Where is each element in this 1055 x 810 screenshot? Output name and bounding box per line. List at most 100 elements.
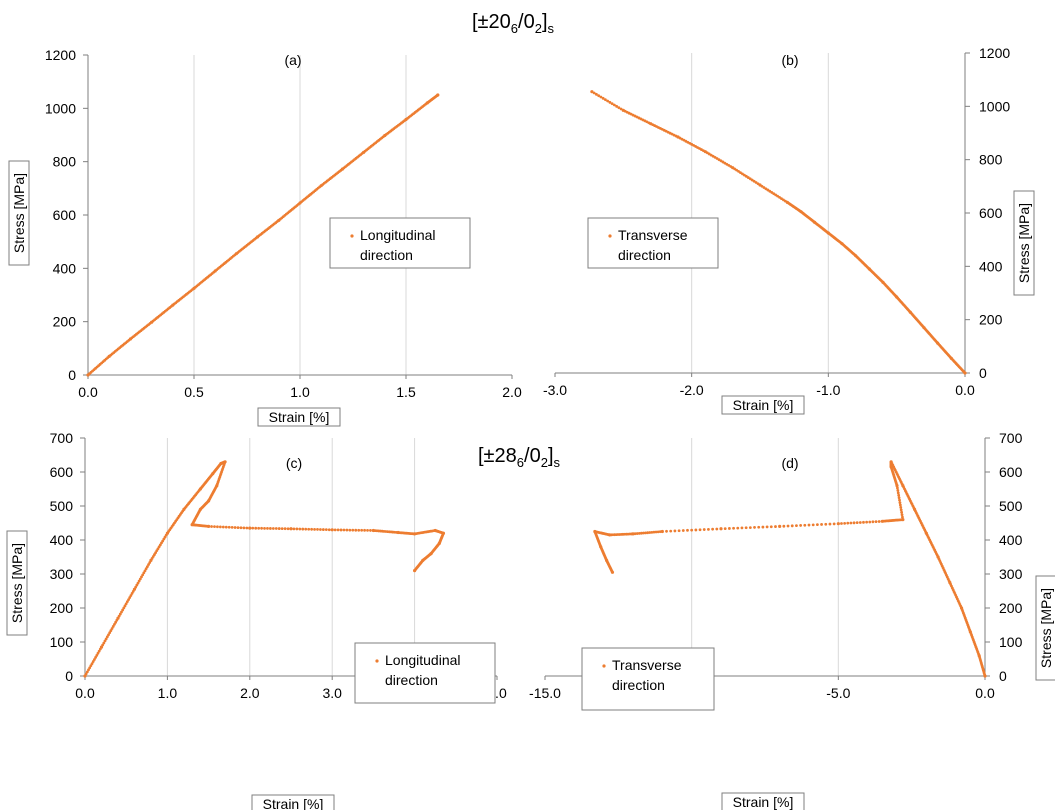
y-axis-label: Stress [MPa] [11, 173, 27, 253]
legend-box [329, 217, 471, 269]
legend-label-line1: Longitudinal [360, 227, 436, 243]
data-point [590, 90, 594, 94]
data-point [125, 600, 129, 604]
data-point [669, 529, 673, 533]
data-point [123, 604, 127, 608]
data-point [597, 94, 601, 98]
data-point [127, 598, 130, 602]
data-point [690, 528, 694, 532]
data-point [354, 528, 358, 532]
data-point [606, 99, 610, 103]
y-axis-label: Stress [MPa] [9, 543, 25, 623]
data-point [715, 527, 719, 531]
data-point [120, 610, 123, 614]
data-point [147, 563, 150, 566]
data-point [849, 521, 853, 525]
data-point [855, 521, 859, 525]
data-point [216, 525, 219, 529]
data-point [846, 521, 850, 525]
data-point [748, 526, 752, 529]
data-point [339, 528, 343, 532]
data-point [138, 577, 142, 581]
data-point [360, 528, 364, 532]
data-point [778, 524, 782, 529]
data-point [324, 528, 328, 532]
data-point [681, 529, 685, 532]
data-point [304, 527, 308, 531]
data-point [736, 526, 740, 530]
y-tick-label: 800 [53, 154, 77, 170]
data-point [744, 526, 748, 530]
y-tick-label: 600 [999, 464, 1023, 480]
data-point [336, 528, 340, 532]
data-point [93, 658, 96, 661]
data-point [135, 583, 139, 587]
data-point [865, 520, 869, 524]
data-point [266, 526, 269, 530]
data-point [761, 525, 765, 529]
data-point [603, 98, 607, 102]
data-point [828, 522, 832, 526]
y-tick-label: 1000 [45, 100, 76, 116]
data-point [140, 575, 143, 579]
data-point [369, 529, 372, 532]
legend-label-line1: Longitudinal [385, 652, 461, 668]
data-point [896, 489, 900, 492]
data-point [271, 527, 275, 530]
data-point [637, 531, 641, 535]
y-axis-label-box [1013, 190, 1035, 296]
data-point [283, 527, 287, 531]
data-point [413, 569, 417, 573]
x-tick-label: 0.0 [78, 384, 98, 400]
legend-label-line2: direction [618, 247, 671, 263]
legend-marker [602, 664, 606, 668]
legend-label-line2: direction [612, 677, 665, 693]
chart-panel-a: 0.0 0.5 1.0 1.5 2.0 0 200 400 600 800 1000 1200 (a) S… [8, 47, 522, 427]
data-point [677, 529, 681, 533]
data-point [782, 524, 786, 528]
data-point [108, 631, 112, 635]
y-tick-label: 0 [979, 365, 987, 381]
y-tick-label: 1200 [45, 47, 76, 63]
y-tick-label: 0 [65, 668, 73, 684]
y-tick-label: 1200 [979, 45, 1010, 61]
data-point [436, 93, 440, 97]
title-top: [±206/02]s [472, 11, 555, 36]
x-tick-label: 2.0 [502, 384, 522, 400]
data-point [143, 569, 147, 573]
data-point [301, 527, 305, 531]
data-point [642, 531, 645, 535]
legend-box [354, 642, 496, 704]
data-point [97, 649, 101, 653]
data-point [363, 528, 366, 532]
y-tick-label: 0 [68, 367, 76, 383]
data-point [897, 493, 901, 497]
y-tick-label: 0 [999, 668, 1007, 684]
data-point [656, 530, 660, 534]
data-point [207, 524, 211, 529]
x-axis-label-box [721, 792, 805, 810]
y-tick-label: 600 [979, 205, 1003, 221]
data-point [723, 527, 727, 531]
data-point [277, 527, 281, 530]
data-point [110, 627, 114, 630]
data-point [665, 529, 668, 533]
x-tick-label: -3.0 [543, 382, 567, 398]
data-point [900, 513, 904, 517]
data-point [94, 656, 97, 659]
x-tick-label: 3.0 [322, 685, 342, 701]
data-point [836, 522, 840, 526]
data-point [621, 108, 625, 112]
y-tick-label: 800 [979, 152, 1003, 168]
data-point [740, 526, 744, 530]
data-point [694, 528, 698, 532]
y-tick-label: 200 [999, 600, 1023, 616]
data-point [145, 565, 149, 568]
data-point [799, 524, 803, 527]
data-point [134, 585, 138, 589]
y-axis-label-group: Stress [MPa] [1013, 190, 1035, 296]
data-point [142, 571, 146, 575]
data-point [239, 526, 243, 530]
data-point [351, 528, 355, 532]
